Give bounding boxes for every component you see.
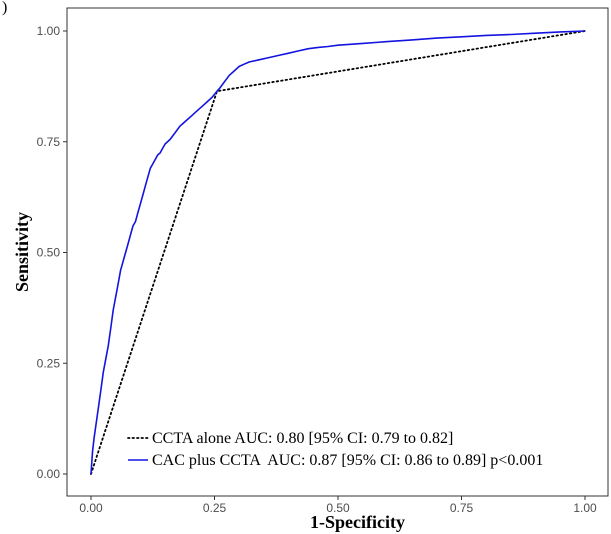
series-line-ccta-alone — [90, 30, 586, 475]
y-tick-label: 1.00 — [37, 24, 61, 38]
y-axis-ticks: 0.00 0.25 0.50 0.75 1.00 — [37, 24, 67, 481]
y-tick-label: 0.75 — [37, 135, 61, 149]
y-tick-label: 0.00 — [37, 467, 61, 481]
x-axis-title: 1-Specificity — [310, 512, 405, 532]
legend-label: CAC plus CCTA AUC: 0.87 [95% CI: 0.86 to… — [152, 452, 543, 469]
legend: CCTA alone AUC: 0.80 [95% CI: 0.79 to 0.… — [127, 430, 543, 469]
series-line-cac-plus-ccta — [90, 30, 586, 475]
y-tick-label: 0.50 — [37, 246, 61, 260]
x-axis-ticks: 0.00 0.25 0.50 0.75 1.00 — [79, 496, 597, 515]
y-tick-label: 0.25 — [37, 356, 61, 370]
series-layer — [90, 30, 586, 475]
x-tick-label: 0.50 — [326, 501, 350, 515]
panel-label: ) — [2, 0, 7, 16]
y-axis-title: Sensitivity — [12, 212, 32, 292]
x-tick-label: 0.75 — [450, 501, 474, 515]
x-tick-label: 0.00 — [79, 501, 103, 515]
x-tick-label: 0.25 — [203, 501, 227, 515]
legend-label: CCTA alone AUC: 0.80 [95% CI: 0.79 to 0.… — [152, 430, 453, 447]
x-tick-label: 1.00 — [573, 501, 597, 515]
plot-panel — [66, 7, 609, 497]
